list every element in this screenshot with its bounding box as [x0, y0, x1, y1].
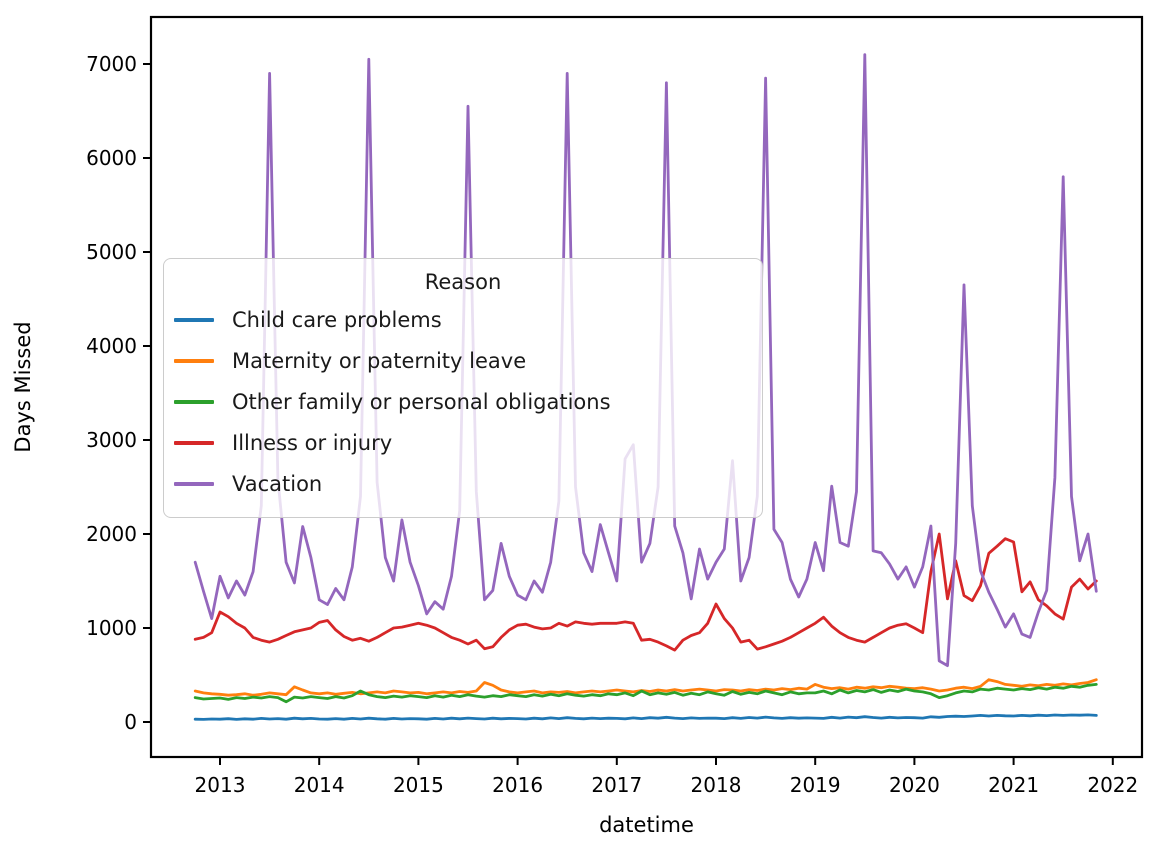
- y-tick-label: 3000: [86, 428, 137, 452]
- x-tick-label: 2016: [492, 773, 543, 797]
- x-tick-label: 2021: [988, 773, 1039, 797]
- legend-item: Vacation: [164, 463, 762, 504]
- legend-label: Other family or personal obligations: [232, 389, 611, 414]
- legend-swatch-vacation: [174, 481, 214, 486]
- legend-label: Maternity or paternity leave: [232, 348, 527, 373]
- legend-swatch-child-care: [174, 317, 214, 322]
- series-line-0: [193, 713, 1098, 721]
- legend-label: Child care problems: [232, 307, 442, 332]
- series-line-4: [193, 53, 1098, 667]
- x-tick-label: 2022: [1087, 773, 1138, 797]
- y-tick-label: 1000: [86, 616, 137, 640]
- y-tick-label: 7000: [86, 52, 137, 76]
- legend-item: Illness or injury: [164, 422, 762, 463]
- series-line-3: [193, 532, 1098, 652]
- legend-swatch-illness: [174, 440, 214, 445]
- legend-swatch-other-family: [174, 399, 214, 404]
- y-tick-label: 0: [124, 710, 137, 734]
- series-line-2: [193, 683, 1098, 704]
- legend-title: Reason: [424, 270, 502, 294]
- legend-label: Vacation: [232, 471, 323, 496]
- series-line-1: [193, 678, 1098, 697]
- x-tick-label: 2017: [591, 773, 642, 797]
- y-axis-label: Days Missed: [11, 321, 35, 452]
- y-tick-label: 4000: [86, 334, 137, 358]
- legend-swatch-maternity: [174, 358, 214, 363]
- plot-border: [149, 15, 1144, 759]
- x-tick-label: 2015: [393, 773, 444, 797]
- legend-item: Maternity or paternity leave: [164, 340, 762, 381]
- y-tick-label: 5000: [86, 240, 137, 264]
- legend-item: Other family or personal obligations: [164, 381, 762, 422]
- legend: Reason Child care problems Maternity or …: [163, 258, 763, 518]
- legend-label: Illness or injury: [232, 430, 393, 455]
- x-axis-label: datetime: [599, 813, 694, 837]
- y-tick-label: 2000: [86, 522, 137, 546]
- x-tick-label: 2018: [691, 773, 742, 797]
- legend-item: Child care problems: [164, 299, 762, 340]
- y-tick-label: 6000: [86, 146, 137, 170]
- x-tick-label: 2020: [889, 773, 940, 797]
- x-tick-label: 2019: [790, 773, 841, 797]
- x-tick-label: 2014: [294, 773, 345, 797]
- x-tick-label: 2013: [195, 773, 246, 797]
